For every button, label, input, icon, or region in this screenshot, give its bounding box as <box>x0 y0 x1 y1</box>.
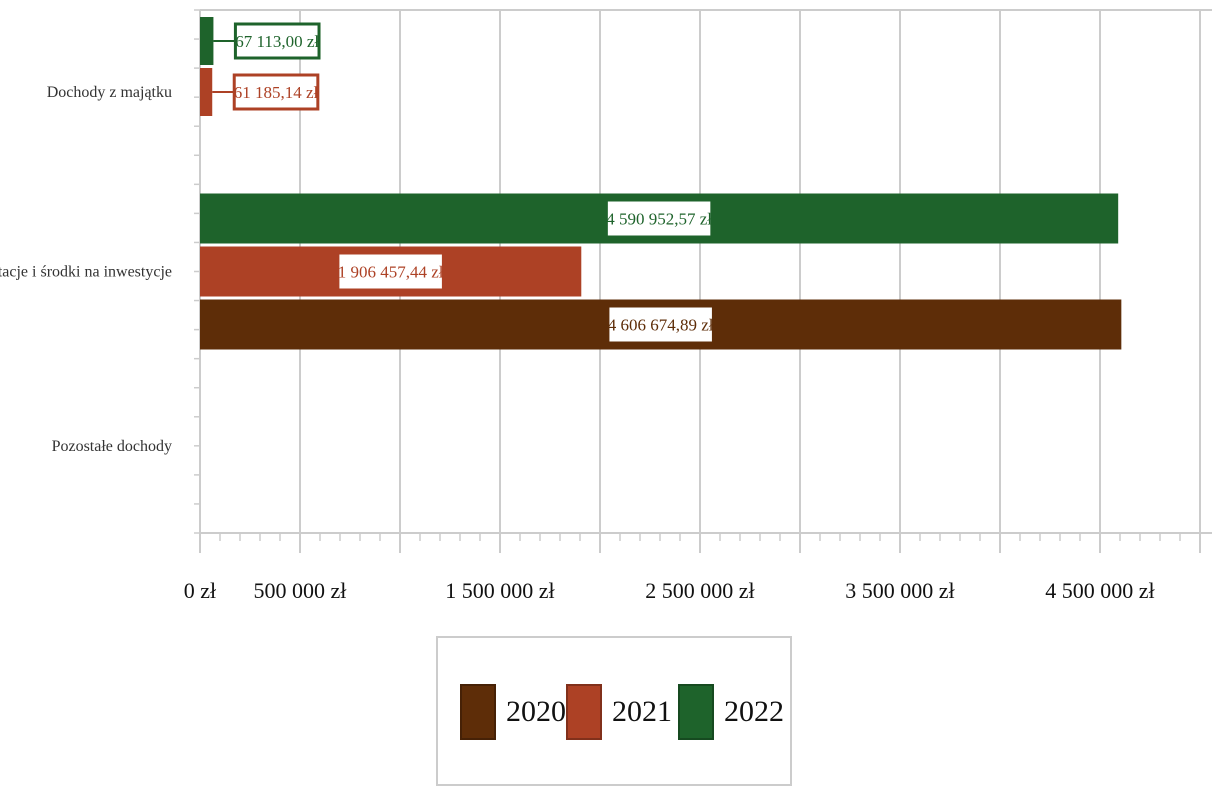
legend-swatch <box>678 684 714 740</box>
data-label-box <box>609 307 712 342</box>
data-label-box <box>233 22 321 60</box>
data-label-box <box>607 201 711 236</box>
legend-item-2020[interactable]: 2020 <box>460 684 566 740</box>
bar-2022 <box>200 17 214 65</box>
data-label: 4 606 674,89 zł <box>608 316 714 335</box>
legend-label: 2021 <box>612 695 672 728</box>
bars <box>200 17 1122 350</box>
data-labels: 67 113,00 zł 61 185,14 zł 4 590 952,57 zł 1… <box>212 22 714 342</box>
legend-label: 2020 <box>506 695 566 728</box>
category-label: Pozostałe dochody <box>52 438 172 455</box>
data-label: 1 906 457,44 zł <box>338 263 444 282</box>
category-label: Dotacje i środki na inwestycje <box>0 264 172 281</box>
bar-2021 <box>200 68 213 116</box>
data-label-box <box>232 73 320 111</box>
bar-chart: 67 113,00 zł 61 185,14 zł 4 590 952,57 zł 1… <box>0 9 1212 603</box>
x-tick-label: 500 000 zł <box>254 578 347 603</box>
legend-swatch <box>566 684 602 740</box>
category-labels: Dochody z majątku Dotacje i środki na inw… <box>0 84 172 455</box>
legend-item-2022[interactable]: 2022 <box>678 684 784 740</box>
x-tick-label: 2 500 000 zł <box>645 578 754 603</box>
x-tick-label: 0 zł <box>184 578 216 603</box>
grid <box>199 9 1212 553</box>
data-label-box <box>339 254 442 289</box>
legend-label: 2022 <box>724 695 784 728</box>
x-tick-label: 1 500 000 zł <box>445 578 554 603</box>
legend: 2020 2021 2022 <box>436 636 792 786</box>
x-tick-label: 3 500 000 zł <box>845 578 954 603</box>
category-label: Dochody z majątku <box>47 84 172 101</box>
x-tick-label: 4 500 000 zł <box>1045 578 1154 603</box>
legend-swatch <box>460 684 496 740</box>
axes <box>194 9 1212 541</box>
data-label: 67 113,00 zł <box>235 32 319 51</box>
data-label: 61 185,14 zł <box>234 83 319 102</box>
legend-item-2021[interactable]: 2021 <box>566 684 672 740</box>
data-label: 4 590 952,57 zł <box>606 210 712 229</box>
tick-labels: 0 zł 500 000 zł 1 500 000 zł 2 500 000 zł 3 … <box>184 578 1155 603</box>
